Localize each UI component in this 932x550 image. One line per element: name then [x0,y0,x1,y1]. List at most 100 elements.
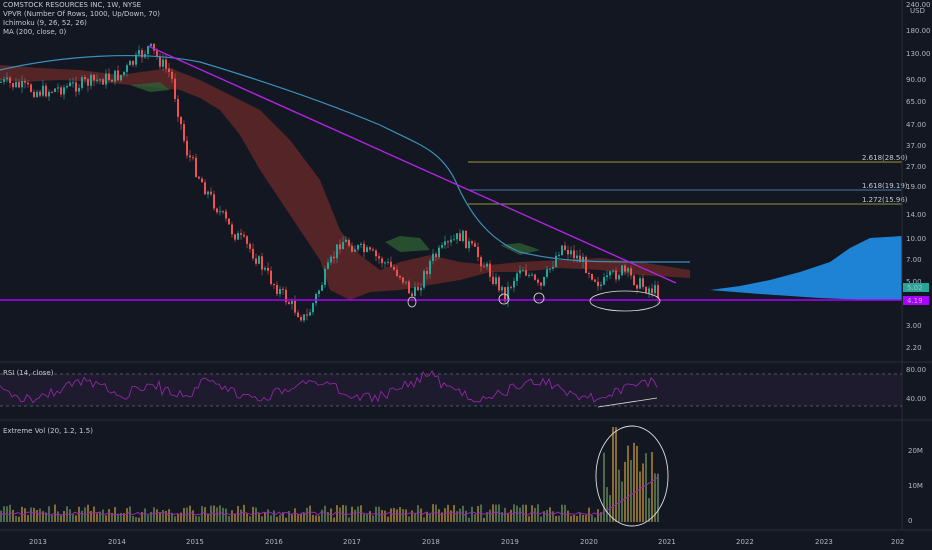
volume-bar [528,516,530,522]
descending-trendline[interactable] [147,45,677,284]
candle-body [453,239,455,241]
candle-body [636,284,638,289]
candle-body [582,256,584,263]
candle-body [189,155,191,158]
volume-bar [654,473,656,522]
candle-body [588,273,590,275]
volume-bar [411,510,413,522]
time-axis-tick: 2018 [422,538,440,546]
volume-bar [606,487,608,522]
candle-body [63,87,65,95]
volume-bar [165,510,167,522]
legend-vpvr[interactable]: VPVR (Number Of Rows, 1000, Up/Down, 70) [3,10,160,18]
vol-axis-tick-0: 0 [908,517,912,525]
price-axis-tick: 19.00 [906,183,926,191]
volume-bar [291,514,293,522]
volume-bar [57,511,59,522]
candle-body [297,312,299,318]
rsi-pane[interactable] [0,370,902,408]
volume-bar [621,481,623,522]
volume-bar [156,509,158,522]
volume-legend[interactable]: Extreme Vol (20, 1.2, 1.5) [3,427,93,435]
candle-body [243,234,245,237]
volume-bar [24,508,26,522]
candle-body [30,84,32,92]
price-axis-currency: USD [910,7,925,15]
candle-body [441,245,443,248]
candle-body [465,230,467,249]
volume-bar [111,512,113,522]
volume-bar [135,516,137,522]
time-axis-tick: 2016 [265,538,283,546]
time-axis[interactable]: 2013 2014 2015 2016 2017 2018 2019 2020 2021 2022… [29,538,904,546]
candle-body [492,276,494,285]
volume-bar [117,513,119,522]
candle-body [216,208,218,213]
volume-bar [618,469,620,522]
candle-body [579,255,581,263]
candle-body [516,273,518,281]
candle-body [285,289,287,303]
volume-bar [345,505,347,522]
candle-body [513,280,515,288]
volume-bar [534,507,536,522]
bottom-marker-2 [498,293,510,305]
candle-body [387,261,389,263]
volume-bar [105,515,107,522]
candle-body [3,79,5,82]
volume-bar [648,498,650,522]
price-axis-tick: 10.00 [906,235,926,243]
legend-ichimoku[interactable]: Ichimoku (9, 26, 52, 26) [3,19,87,27]
candle-body [501,287,503,291]
legend-symbol[interactable]: COMSTOCK RESOURCES INC, 1W, NYSE [3,1,142,9]
volume-bar [516,505,518,522]
rsi-trendline[interactable] [597,397,658,408]
volume-bar [579,513,581,522]
candle-body [342,241,344,250]
candle-body [645,286,647,293]
time-axis-tick: 2015 [186,538,204,546]
price-axis[interactable]: 240.00 180.00 130.00 90.00 65.00 47.00 37.00 27… [906,1,931,352]
volume-bar [540,516,542,522]
candle-body [273,284,275,286]
volume-bar [567,510,569,522]
candle-body [225,211,227,219]
volume-pane[interactable] [0,425,669,527]
time-axis-tick: 2014 [108,538,126,546]
volume-bar [381,510,383,522]
candle-body [468,241,470,249]
bottom-marker-3 [533,292,545,304]
candle-body [435,253,437,258]
legend-ma[interactable]: MA (200, close, 0) [3,28,67,36]
candle-body [564,245,566,250]
volume-bar [336,505,338,522]
volume-bar [426,511,428,522]
volume-bar [153,507,155,522]
rsi-legend[interactable]: RSI (14, close) [3,369,54,377]
volume-bar [597,509,599,522]
candle-body [87,79,89,86]
candle-body [12,83,14,88]
candle-body [354,249,356,252]
volume-bar [372,515,374,522]
candle-body [462,230,464,241]
candle-body [252,248,254,259]
candle-body [522,270,524,272]
candle-body [267,267,269,271]
price-axis-tick: 65.00 [906,98,926,106]
volume-bar [231,510,233,522]
candle-body [114,70,116,82]
candle-body [312,303,314,313]
candle-body [174,78,176,100]
price-axis-tick: 240.00 [906,1,931,9]
main-pane[interactable]: 2.618(28.50) 1.618(19.19) 1.272(15.96) [0,0,908,362]
ichimoku-cloud-red-1 [0,65,690,300]
volume-spike-marker [595,425,669,527]
candle-body [474,243,476,247]
candle-body [123,71,125,75]
volume-bar [339,507,341,522]
candle-body [171,71,173,79]
candle-body [141,50,143,58]
candle-body [132,60,134,65]
